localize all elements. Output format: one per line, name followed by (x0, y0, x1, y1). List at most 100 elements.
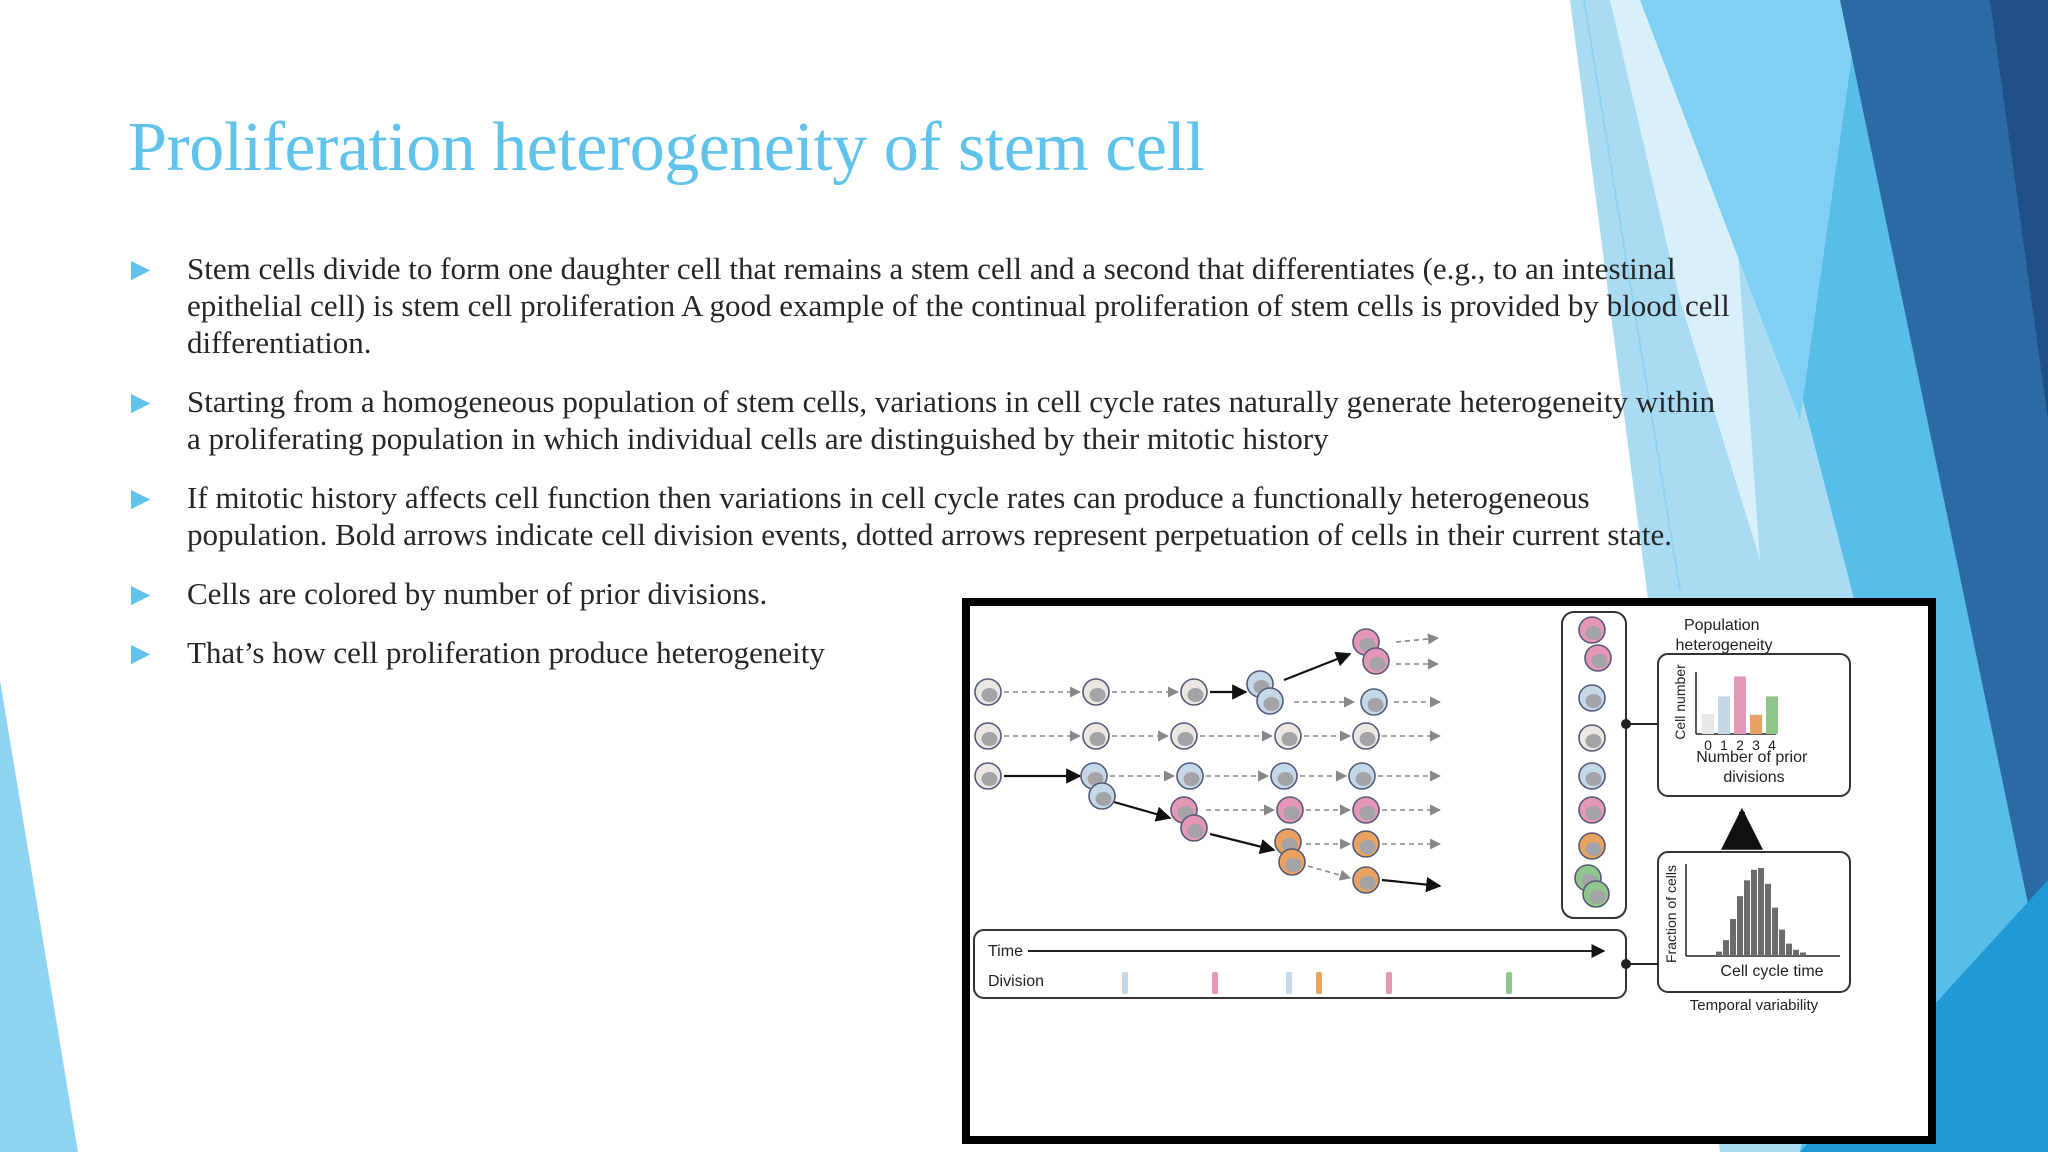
bullet-item: ▶ Cells are colored by number of prior di… (128, 575, 1698, 612)
population-title: Population heterogeneity (1676, 617, 1773, 654)
population-cell (1584, 644, 1612, 672)
division-tick (1212, 972, 1218, 994)
population-title-line-1: Population (1684, 617, 1760, 634)
histogram-tick-label: 1 (1720, 737, 1728, 753)
triangle-right-icon: ▶ (131, 638, 151, 667)
lineage-cell (1270, 762, 1298, 790)
lineage-cell (974, 762, 1002, 790)
bullet-item: ▶ If mitotic history affects cell functi… (128, 479, 1717, 553)
temporal-bar (1786, 943, 1792, 956)
bullet-text: Cells are colored by number of prior div… (187, 576, 768, 611)
population-cell (1578, 832, 1606, 860)
population-cell (1578, 616, 1606, 644)
temporal-bar (1730, 919, 1736, 956)
lineage-cell (1352, 722, 1380, 750)
division-arrow (1283, 651, 1352, 682)
timeline-connector-dot (1621, 959, 1631, 969)
histogram-bar (1702, 714, 1714, 734)
temporal-bar (1737, 896, 1743, 956)
division-arrow (1381, 876, 1442, 893)
triangle-right-icon: ▶ (131, 387, 151, 416)
division-tick (1316, 972, 1322, 994)
histogram-xlabel-line-2: divisions (1723, 769, 1784, 786)
temporal-histogram-bars (1716, 868, 1806, 956)
lineage-cell (1352, 796, 1380, 824)
bullet-item: ▶ That’s how cell proliferation produce h… (128, 634, 1698, 671)
lineage-cells (974, 628, 1390, 894)
deco-thin-line (1583, 0, 1681, 591)
temporal-bar (1744, 880, 1750, 956)
lineage-arrows (1004, 633, 1442, 893)
division-arrow (1113, 800, 1172, 822)
lineage-cell (974, 678, 1002, 706)
histogram-tick-label: 4 (1768, 737, 1776, 753)
histogram-xlabel: Number of prior divisions (1696, 749, 1812, 786)
temporal-bar (1716, 951, 1722, 956)
lineage-cell (1360, 688, 1388, 716)
histogram-bar (1750, 714, 1762, 734)
population-title-line-2: heterogeneity (1676, 637, 1773, 654)
temporal-bar (1723, 940, 1729, 956)
histogram-ylabel: Cell number (1672, 664, 1688, 740)
triangle-right-icon: ▶ (131, 579, 151, 608)
histogram-xlabel-line-1: Number of prior (1696, 749, 1808, 766)
bullet-text: If mitotic history affects cell function… (187, 480, 1672, 552)
population-cell (1582, 880, 1610, 908)
bullet-item: ▶ Stem cells divide to form one daughter … (128, 250, 1757, 361)
temporal-bar (1793, 949, 1799, 956)
slide-title: Proliferation heterogeneity of stem cell (128, 109, 1205, 186)
temporal-bar (1765, 883, 1771, 956)
population-cells (1574, 616, 1612, 908)
temporal-title: Temporal variability (1690, 997, 1819, 1014)
temporal-xlabel: Cell cycle time (1720, 963, 1823, 980)
perpetuation-arrow (1307, 865, 1352, 881)
lineage-cell (1352, 866, 1380, 894)
timeline-box (973, 929, 1627, 999)
lineage-cell (1276, 796, 1304, 824)
bullet-text: That’s how cell proliferation produce he… (187, 635, 825, 670)
histogram-bar (1766, 696, 1778, 734)
histogram-box (1657, 653, 1851, 797)
lineage-cell (1348, 762, 1376, 790)
histogram-bar (1718, 696, 1730, 734)
histogram-tick-label: 2 (1736, 737, 1744, 753)
perpetuation-arrow (1395, 633, 1440, 645)
temporal-bar (1758, 868, 1764, 956)
lineage-cell (1256, 687, 1284, 715)
deco-left-sliver (0, 680, 78, 1152)
division-tick (1506, 972, 1512, 994)
lineage-cell (1274, 722, 1302, 750)
histogram-tick-label: 3 (1752, 737, 1760, 753)
division-tick (1286, 972, 1292, 994)
temporal-bar (1772, 907, 1778, 956)
triangle-right-icon: ▶ (131, 254, 151, 283)
division-ticks (1122, 972, 1512, 994)
lineage-cell (1176, 762, 1204, 790)
histogram-bar (1734, 676, 1746, 734)
lineage-cell (1180, 814, 1208, 842)
histogram-bars (1702, 676, 1778, 734)
temporal-ylabel: Fraction of cells (1663, 865, 1679, 963)
bullet-text: Stem cells divide to form one daughter c… (187, 251, 1730, 360)
lineage-cell (1082, 678, 1110, 706)
deco-right-bright (1640, 0, 1860, 420)
bullet-text: Starting from a homogeneous population o… (187, 384, 1715, 456)
division-arrow (1209, 832, 1276, 855)
lineage-cell (1088, 782, 1116, 810)
temporal-bar (1779, 929, 1785, 956)
lineage-cell (1352, 830, 1380, 858)
deco-right-navy (1990, 0, 2048, 420)
temporal-box (1657, 851, 1851, 993)
division-tick (1386, 972, 1392, 994)
connector-dot (1621, 719, 1631, 729)
population-column-box (1561, 611, 1627, 919)
bullet-item: ▶ Starting from a homogeneous population … (128, 383, 1717, 457)
lineage-cell (1278, 848, 1306, 876)
population-cell (1578, 724, 1606, 752)
division-tick (1122, 972, 1128, 994)
timeline-time-label: Time (988, 943, 1023, 960)
